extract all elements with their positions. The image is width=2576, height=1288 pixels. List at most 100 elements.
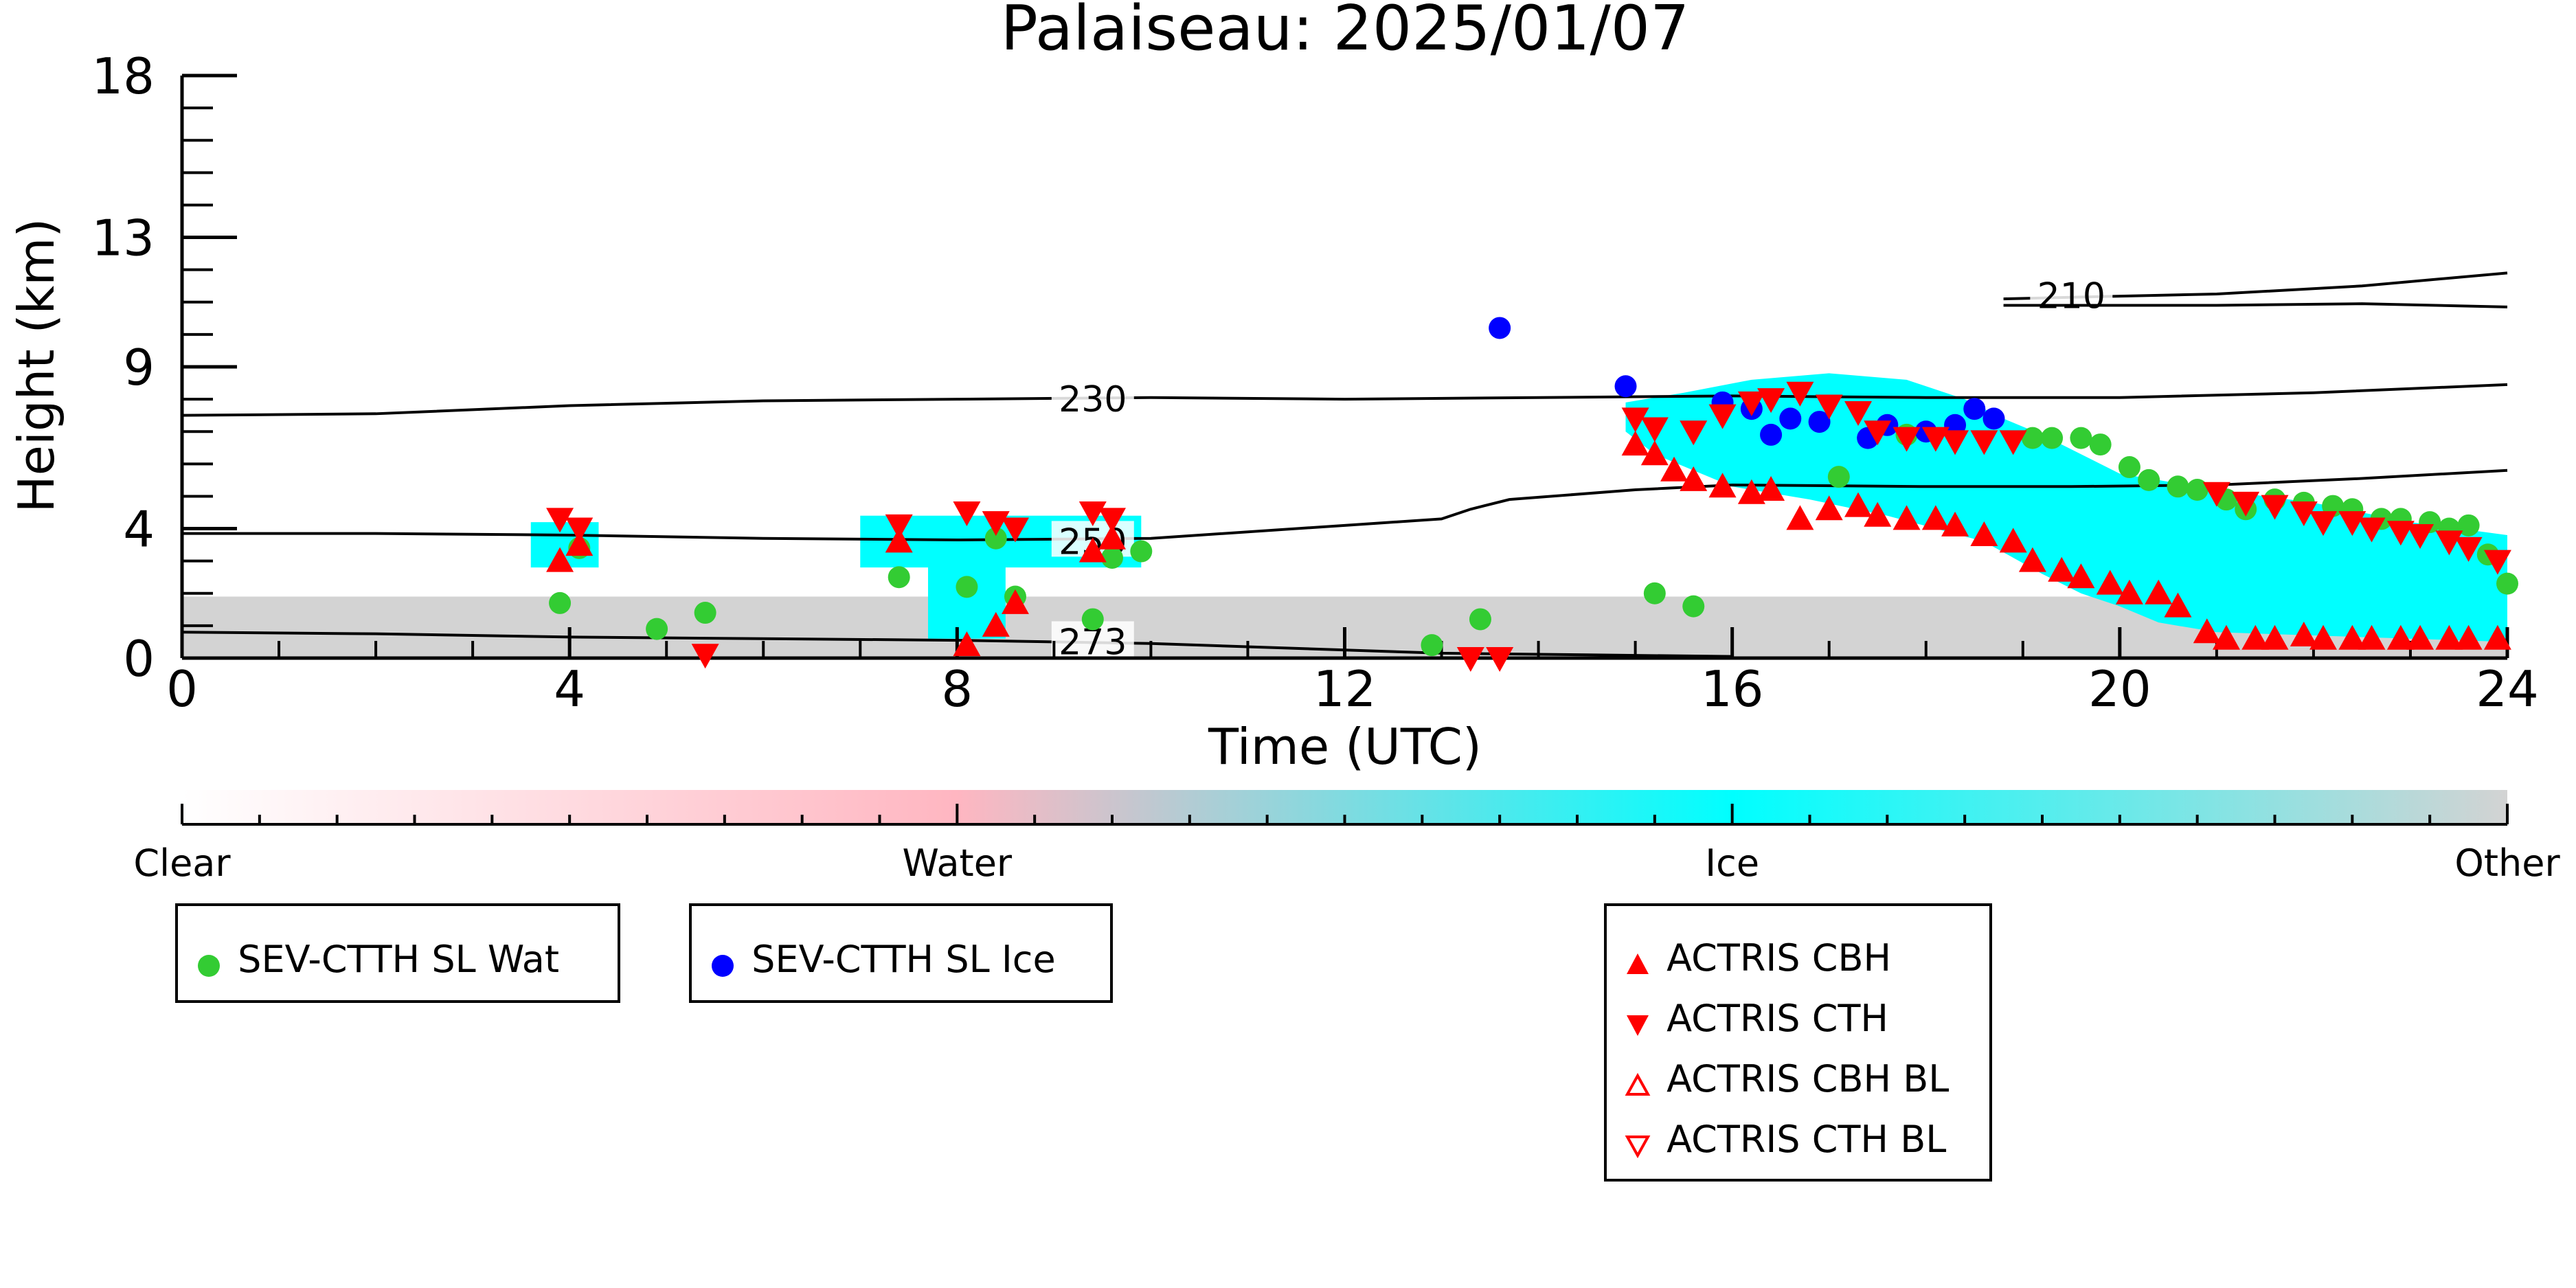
actris-cth-point <box>1680 420 1708 446</box>
legend-item-sev-wat: SEV-CTTH SL Wat <box>192 935 559 981</box>
sev-wat-point <box>1469 608 1491 631</box>
contour-label: 230 <box>1059 379 1127 420</box>
actris-cth-point <box>1078 501 1107 526</box>
sev-wat-point <box>1643 582 1666 605</box>
colorbar-label: Ice <box>1705 841 1759 885</box>
sev-wat-point <box>1827 466 1850 488</box>
chart-title: Palaiseau: 2025/01/07 <box>1001 0 1690 65</box>
sev-wat-point <box>1101 546 1123 569</box>
actris-cbh-point <box>1893 505 1921 530</box>
x-tick-label: 0 <box>166 660 198 718</box>
x-tick-label: 12 <box>1313 660 1377 718</box>
actris-cth-point <box>1844 400 1873 426</box>
legend-item-actris-cth: ACTRIS CTH <box>1620 994 1888 1040</box>
actris-cth-point <box>885 514 913 539</box>
actris-cbh-point <box>1001 589 1029 614</box>
actris-cth-point <box>1640 417 1669 442</box>
actris-cth-point <box>2358 517 2386 543</box>
actris-cbh-point <box>953 631 981 657</box>
sev-wat-point <box>2138 468 2160 491</box>
contour-label: 210 <box>2037 275 2105 317</box>
actris-cbh-point <box>2145 579 2173 605</box>
sev-wat-point <box>2041 427 2064 449</box>
marker-layer <box>546 317 2518 672</box>
y-tick-label: 18 <box>91 47 155 105</box>
legend-item-actris-cbh: ACTRIS CBH <box>1620 934 1891 980</box>
actris-cbh-point <box>1941 511 1969 536</box>
actris-cth-point <box>1786 381 1814 407</box>
sev-ice-point <box>1982 407 2005 430</box>
actris-cth-point <box>1098 508 1126 533</box>
actris-cbh-point <box>2048 556 2076 582</box>
actris-cbh-point <box>1999 528 2027 553</box>
sev-wat-point <box>1130 540 1153 563</box>
sev-wat-point <box>2457 514 2480 536</box>
actris-cth-point <box>2406 523 2434 549</box>
legend-actris: ACTRIS CBH ACTRIS CTH ACTRIS CBH BL ACTR… <box>1604 903 1992 1182</box>
actris-cth-point <box>2435 530 2463 556</box>
actris-cbh-point <box>1844 492 1873 517</box>
legend-label-actris-cth: ACTRIS CTH <box>1667 996 1889 1040</box>
actris-cth-point <box>953 501 981 526</box>
x-tick-label: 24 <box>2476 660 2539 718</box>
legend-label-actris-cbh: ACTRIS CBH <box>1667 936 1892 980</box>
x-tick-label: 8 <box>941 660 973 718</box>
actris-cth-point <box>1708 404 1737 429</box>
legend-label-actris-cth-bl: ACTRIS CTH BL <box>1667 1117 1947 1161</box>
actris-cbh-point <box>1970 521 1998 546</box>
actris-cbh-point <box>2358 624 2386 650</box>
contour-line <box>2003 302 2508 308</box>
legend-item-actris-cth-bl: ACTRIS CTH BL <box>1620 1115 1946 1161</box>
contour-line <box>181 383 2508 417</box>
legend-label-actris-cbh-bl: ACTRIS CBH BL <box>1667 1057 1950 1100</box>
actris-cbh-point <box>2212 624 2240 650</box>
actris-cbh-point <box>2406 624 2434 650</box>
actris-cbh-point <box>1640 440 1669 466</box>
sev-wat-point <box>2118 456 2140 479</box>
actris-cth-point <box>1970 430 1998 455</box>
legend-item-sev-ice: SEV-CTTH SL Ice <box>705 935 1056 981</box>
actris-cbh-point <box>2018 547 2046 572</box>
actris-cth-point <box>1001 517 1029 543</box>
actris-cbh-point <box>1621 431 1649 456</box>
actris-cth-point <box>2386 521 2415 546</box>
actris-cbh-point <box>1921 505 1950 530</box>
actris-cbh-point <box>885 528 913 553</box>
contour-label-bg <box>1051 379 1134 415</box>
x-axis-label: Time (UTC) <box>1208 718 1482 776</box>
actris-cth-point <box>1621 407 1649 433</box>
sev-wat-point <box>2070 427 2092 449</box>
legend-sev-ice: SEV-CTTH SL Ice <box>689 903 1113 1003</box>
sev-ice-point <box>1489 317 1511 339</box>
actris-cbh-point <box>1660 456 1688 482</box>
colorbar: Clear Water Ice Other <box>133 790 2560 885</box>
actris-cbh-point <box>1864 501 1892 527</box>
actris-cbh-point <box>565 531 594 556</box>
y-tick-label: 4 <box>123 501 155 558</box>
actris-cth-point <box>2309 511 2338 536</box>
actris-cth-point <box>2338 511 2366 536</box>
actris-cbh-point <box>1708 473 1737 498</box>
actris-cbh-point <box>2241 624 2270 650</box>
actris-cth-point <box>1999 430 2027 455</box>
actris-cbh-point <box>2290 622 2318 647</box>
legend-sev-wat: SEV-CTTH SL Wat <box>175 903 620 1003</box>
x-tick-label: 16 <box>1701 660 1764 718</box>
actris-cth-point <box>1921 427 1950 452</box>
actris-cbh-point <box>2435 624 2463 650</box>
sev-ice-point <box>1614 375 1637 398</box>
actris-cbh-point <box>1737 479 1765 504</box>
actris-cbh-point <box>2067 563 2095 589</box>
sev-wat-point <box>956 576 978 598</box>
axes: 0 4 8 12 16 20 24 0 4 9 13 18 <box>91 47 2538 718</box>
actris-cbh-point <box>2338 624 2366 650</box>
actris-cbh-point <box>2261 624 2289 650</box>
actris-cth-point <box>1486 647 1514 672</box>
actris-cth-point <box>691 644 719 669</box>
legend-label-sev-wat: SEV-CTTH SL Wat <box>238 937 560 981</box>
actris-cbh-point <box>2483 624 2511 650</box>
actris-cth-point <box>2454 536 2483 562</box>
actris-cbh-point <box>1098 524 1126 550</box>
sev-wat-point <box>1081 608 1104 631</box>
sev-wat-point <box>984 527 1007 550</box>
